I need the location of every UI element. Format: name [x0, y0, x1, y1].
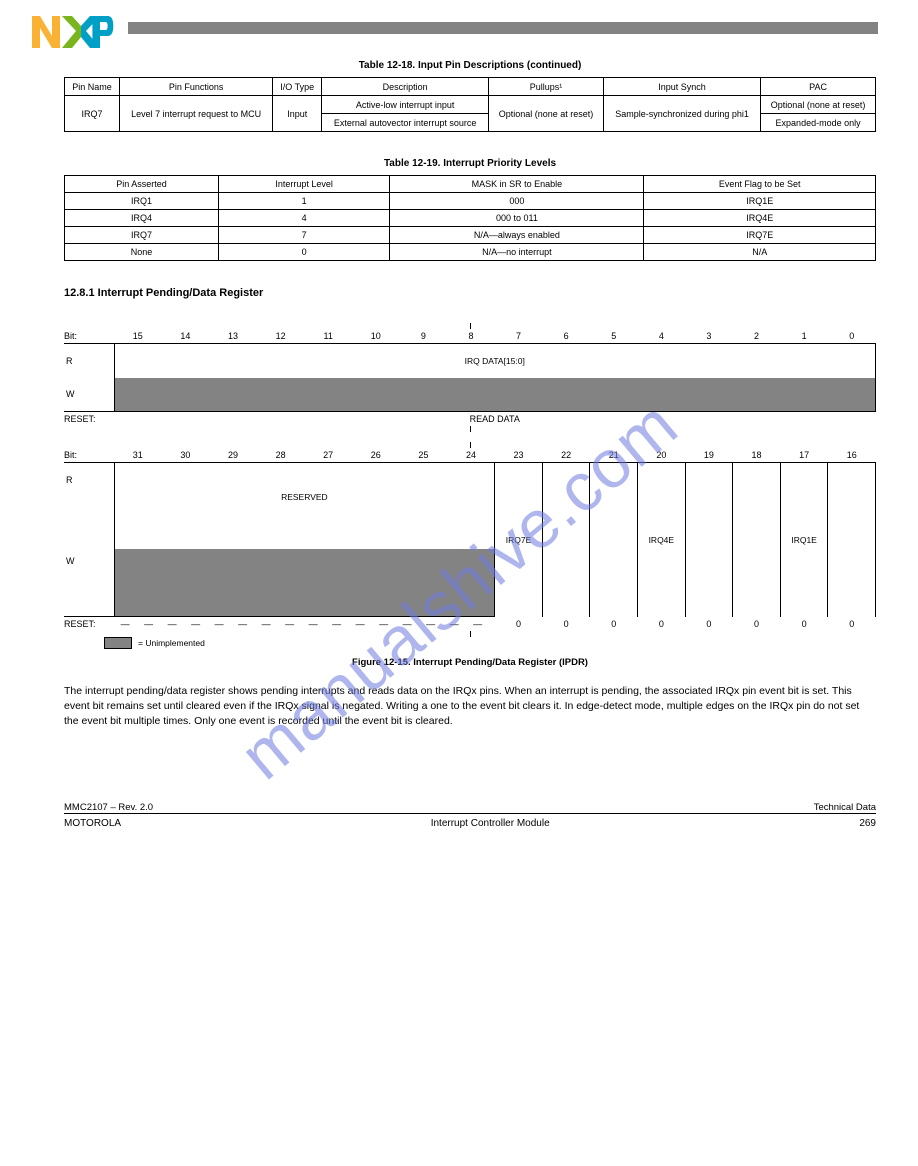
cell: N/A—no interrupt	[390, 244, 644, 261]
table-12-18: Pin Name Pin Functions I/O Type Descript…	[64, 77, 876, 132]
cell: 1	[218, 193, 389, 210]
col-header: Interrupt Level	[218, 176, 389, 193]
col-header: Pin Functions	[119, 78, 272, 96]
col-header: Description	[322, 78, 489, 96]
cell: IRQ7	[65, 227, 219, 244]
cell: 000 to 011	[390, 210, 644, 227]
cell: Input	[273, 96, 322, 132]
cell: IRQ4	[65, 210, 219, 227]
cell: N/A	[644, 244, 876, 261]
cell: IRQ7E	[644, 227, 876, 244]
cell: External autovector interrupt source	[322, 114, 489, 132]
figure-caption: Figure 12-15. Interrupt Pending/Data Reg…	[64, 657, 876, 668]
cell: N/A—always enabled	[390, 227, 644, 244]
cell: Optional (none at reset)	[761, 96, 876, 114]
nxp-logo	[30, 12, 120, 50]
rw-label: R	[64, 344, 114, 378]
event-bit: IRQ7E	[495, 463, 543, 617]
bit-label: Bit:	[64, 329, 114, 344]
rw-label: W	[64, 378, 114, 412]
col-header: Pin Asserted	[65, 176, 219, 193]
bit-label: Bit:	[64, 448, 114, 463]
page-content: manualshive.com Table 12-18. Input Pin D…	[0, 50, 918, 829]
event-bit	[733, 463, 781, 617]
event-bit: IRQ1E	[780, 463, 828, 617]
reset-value: READ DATA	[114, 412, 876, 427]
reset-label: RESET:	[64, 412, 114, 427]
rw-label: W	[64, 549, 114, 574]
event-bit	[590, 463, 638, 617]
shaded-field	[114, 549, 495, 599]
cell: IRQ7	[65, 96, 120, 132]
col-header: PAC	[761, 78, 876, 96]
field-name: IRQ DATA[15:0]	[114, 344, 876, 378]
section-heading: 12.8.1 Interrupt Pending/Data Register	[64, 287, 876, 299]
reset-value: — — — — — — — — — — — — — — — —	[114, 617, 495, 632]
col-header: Event Flag to be Set	[644, 176, 876, 193]
reset-label: RESET:	[64, 617, 114, 632]
cell: IRQ1	[65, 193, 219, 210]
table-12-19: Pin Asserted Interrupt Level MASK in SR …	[64, 175, 876, 261]
event-bit: IRQ4E	[638, 463, 686, 617]
page-footer: MMC2107 – Rev. 2.0 Technical Data MOTORO…	[64, 802, 876, 829]
cell: IRQ1E	[644, 193, 876, 210]
legend: = Unimplemented	[104, 637, 876, 649]
shaded-field	[114, 378, 876, 412]
table-caption: Table 12-19. Interrupt Priority Levels	[64, 158, 876, 169]
cell: Sample-synchronized during phi1	[603, 96, 760, 132]
event-bit	[542, 463, 590, 617]
register-diagram-upper: Bit: 1514131211109876543210 R IRQ DATA[1…	[64, 329, 876, 426]
col-header: Pin Name	[65, 78, 120, 96]
col-header: MASK in SR to Enable	[390, 176, 644, 193]
cell: 4	[218, 210, 389, 227]
page-header	[0, 0, 918, 50]
cell: 0	[218, 244, 389, 261]
register-diagram-lower: Bit: 31302928272625242322212019181716 R …	[64, 448, 876, 631]
event-bit	[828, 463, 876, 617]
col-header: I/O Type	[273, 78, 322, 96]
footer-page: 269	[859, 818, 876, 829]
col-header: Pullups¹	[489, 78, 604, 96]
rw-label: R	[64, 463, 114, 497]
cell: None	[65, 244, 219, 261]
cell: 7	[218, 227, 389, 244]
cell: Active-low interrupt input	[322, 96, 489, 114]
legend-swatch	[104, 637, 132, 649]
footer-section: Interrupt Controller Module	[431, 818, 550, 829]
footer-company: MOTOROLA	[64, 818, 121, 829]
footer-right: Technical Data	[814, 802, 876, 813]
footer-doc-title: MMC2107 – Rev. 2.0	[64, 802, 153, 813]
table-caption: Table 12-18. Input Pin Descriptions (con…	[64, 60, 876, 71]
field-name: RESERVED	[114, 463, 495, 531]
header-divider-bar	[128, 22, 878, 34]
cell: Expanded-mode only	[761, 114, 876, 132]
cell: Optional (none at reset)	[489, 96, 604, 132]
cell: 000	[390, 193, 644, 210]
body-paragraph: The interrupt pending/data register show…	[64, 684, 876, 730]
legend-text: = Unimplemented	[138, 638, 205, 648]
cell: IRQ4E	[644, 210, 876, 227]
col-header: Input Synch	[603, 78, 760, 96]
event-bit	[685, 463, 733, 617]
cell: Level 7 interrupt request to MCU	[119, 96, 272, 132]
